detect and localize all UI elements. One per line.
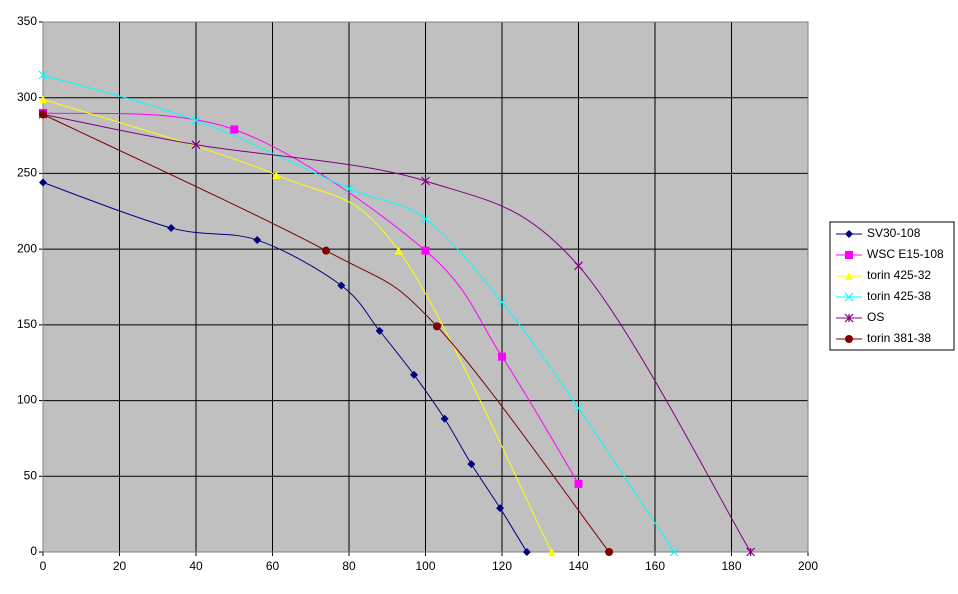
marker: [605, 548, 614, 556]
x-tick-label: 0: [40, 559, 47, 573]
marker: [844, 292, 854, 302]
marker: [39, 110, 47, 119]
marker: [421, 214, 430, 224]
y-tick-label: 200: [17, 241, 37, 255]
y-tick-label: 350: [17, 14, 37, 28]
x-tick-label: 80: [342, 559, 356, 573]
y-tick-label: 250: [17, 166, 37, 180]
x-tick-label: 180: [721, 559, 741, 573]
marker: [337, 281, 346, 290]
legend-label: OS: [867, 310, 884, 324]
marker: [375, 326, 384, 335]
marker: [845, 335, 853, 343]
marker: [421, 176, 430, 186]
marker: [845, 272, 853, 280]
marker: [844, 313, 854, 323]
marker: [191, 116, 201, 125]
marker: [574, 403, 583, 413]
marker: [39, 178, 47, 187]
series-line: [42, 113, 610, 553]
marker: [547, 548, 556, 556]
marker: [498, 352, 506, 361]
x-tick-label: 120: [492, 559, 512, 573]
legend-label: torin 425-38: [867, 289, 931, 303]
y-tick-label: 100: [17, 393, 37, 407]
marker: [394, 246, 403, 255]
series-line: [42, 112, 579, 485]
marker: [344, 184, 354, 193]
plot-border: [42, 21, 809, 553]
marker: [432, 322, 441, 331]
x-tick-label: 100: [415, 559, 435, 573]
y-tick-label: 0: [30, 544, 37, 558]
x-tick-label: 160: [645, 559, 665, 573]
marker: [421, 246, 430, 255]
x-tick-label: 20: [113, 559, 127, 573]
marker: [191, 140, 201, 150]
marker: [253, 236, 262, 245]
y-tick-label: 50: [24, 468, 38, 482]
marker: [746, 547, 756, 557]
legend-label: torin 381-38: [867, 331, 931, 345]
marker: [496, 504, 505, 513]
x-tick-label: 200: [798, 559, 818, 573]
marker: [440, 414, 449, 423]
series-line: [42, 113, 752, 553]
marker: [669, 547, 679, 557]
x-tick-label: 40: [189, 559, 203, 573]
marker: [272, 170, 281, 179]
y-tick-label: 300: [17, 90, 37, 104]
marker: [522, 548, 531, 556]
legend-label: SV30-108: [867, 226, 921, 240]
marker: [167, 223, 176, 232]
legend-label: WSC E15-108: [867, 247, 944, 261]
legend-label: torin 425-32: [867, 268, 931, 282]
marker: [574, 261, 583, 271]
marker: [845, 251, 853, 259]
marker: [845, 230, 853, 238]
x-tick-label: 140: [568, 559, 588, 573]
marker: [574, 479, 583, 488]
marker: [497, 297, 507, 307]
legend-box: [829, 221, 955, 351]
x-tick-label: 60: [266, 559, 280, 573]
y-tick-label: 150: [17, 317, 37, 331]
marker: [39, 95, 47, 104]
marker: [410, 370, 419, 379]
series-line: [42, 98, 553, 553]
marker: [467, 460, 476, 469]
marker: [38, 70, 48, 80]
marker: [322, 246, 331, 255]
marker: [230, 125, 239, 134]
